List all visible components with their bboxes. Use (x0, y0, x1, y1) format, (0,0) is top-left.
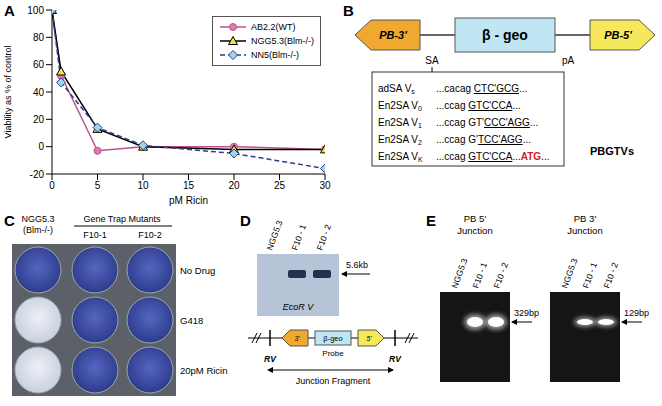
svg-text:...ccag G'TCC'AGG...: ...ccag G'TCC'AGG... (436, 134, 531, 145)
svg-text:Junction Fragment: Junction Fragment (296, 376, 371, 386)
svg-text:NGG5.3: NGG5.3 (21, 214, 54, 224)
svg-text:(Blm-/-): (Blm-/-) (23, 225, 53, 235)
svg-text:En2SA VK: En2SA VK (378, 151, 423, 163)
svg-text:Junction: Junction (567, 225, 602, 236)
svg-text:adSA Vs: adSA Vs (378, 83, 415, 95)
svg-text:E: E (426, 212, 436, 229)
svg-text:20: 20 (33, 114, 45, 125)
svg-text:PB-3': PB-3' (379, 29, 407, 41)
svg-text:pA: pA (562, 55, 575, 66)
svg-text:En2SA V2: En2SA V2 (378, 134, 422, 146)
svg-text:20pM Ricin: 20pM Ricin (180, 365, 228, 376)
svg-text:NGG5.3: NGG5.3 (559, 257, 579, 290)
svg-text:25: 25 (274, 180, 286, 191)
svg-text:F10 - 2: F10 - 2 (314, 223, 333, 252)
svg-text:PB-5': PB-5' (604, 29, 632, 41)
svg-text:NGG5.3: NGG5.3 (264, 219, 284, 252)
svg-text:C: C (4, 212, 15, 229)
svg-text:PBGTVs: PBGTVs (590, 145, 634, 157)
svg-text:F10 - 2: F10 - 2 (491, 261, 510, 290)
svg-text:D: D (240, 212, 251, 229)
svg-text:0: 0 (38, 141, 44, 152)
svg-text:Probe: Probe (322, 349, 344, 358)
svg-text:...ccag GTC'CCA...ATG...: ...ccag GTC'CCA...ATG... (436, 151, 549, 162)
svg-text:PB 5': PB 5' (464, 213, 487, 224)
svg-text:RV: RV (389, 354, 402, 364)
svg-text:F10-2: F10-2 (138, 230, 162, 240)
svg-text:60: 60 (33, 59, 45, 70)
svg-text:F10-1: F10-1 (83, 230, 107, 240)
svg-text:EcoR V: EcoR V (283, 302, 315, 312)
svg-text:129bp: 129bp (624, 308, 649, 318)
svg-text:-20: -20 (30, 169, 45, 180)
svg-text:80: 80 (33, 32, 45, 43)
svg-text:β-geo: β-geo (323, 334, 342, 343)
svg-text:...ccag GTC'CCA...: ...ccag GTC'CCA... (436, 100, 521, 111)
svg-text:pM Ricin: pM Ricin (169, 195, 208, 206)
svg-text:5': 5' (366, 335, 372, 342)
svg-text:F10 - 1: F10 - 1 (289, 223, 308, 252)
svg-text:20: 20 (228, 180, 240, 191)
svg-text:β - geo: β - geo (482, 27, 528, 43)
svg-text:5.6kb: 5.6kb (346, 260, 368, 270)
svg-text:F10 - 1: F10 - 1 (580, 261, 599, 290)
svg-text:0: 0 (49, 180, 55, 191)
html-text:NN5(Blm-/-): NN5(Blm-/-) (251, 50, 299, 60)
svg-text:G418: G418 (180, 315, 203, 326)
svg-text:B: B (343, 2, 354, 19)
svg-text:Gene Trap Mutants: Gene Trap Mutants (83, 214, 161, 224)
svg-text:En2SA V1: En2SA V1 (378, 117, 422, 129)
svg-text:329bp: 329bp (514, 308, 539, 318)
svg-text:RV: RV (264, 354, 277, 364)
html-text:NGG5.3(Blm-/-): NGG5.3(Blm-/-) (251, 36, 314, 46)
svg-text:A: A (4, 2, 15, 19)
svg-text:15: 15 (183, 180, 195, 191)
svg-text:NGG5.3: NGG5.3 (449, 257, 469, 290)
html-text:AB2.2(WT): AB2.2(WT) (251, 22, 296, 32)
svg-text:5: 5 (95, 180, 101, 191)
svg-text:...cacag CTC'GCG...: ...cacag CTC'GCG... (436, 83, 527, 94)
svg-text:3': 3' (294, 335, 300, 342)
svg-text:10: 10 (137, 180, 149, 191)
svg-text:Viability as % of control: Viability as % of control (3, 46, 13, 139)
svg-text:30: 30 (319, 180, 331, 191)
svg-text:SA: SA (425, 55, 439, 66)
svg-text:PB 3': PB 3' (574, 213, 597, 224)
svg-text:No Drug: No Drug (180, 265, 215, 276)
svg-text:En2SA V0: En2SA V0 (378, 100, 422, 112)
svg-text:...ccag GT'CCC'AGG...: ...ccag GT'CCC'AGG... (436, 117, 538, 128)
svg-text:Junction: Junction (457, 225, 492, 236)
svg-text:F10 - 1: F10 - 1 (470, 261, 489, 290)
svg-text:100: 100 (27, 5, 44, 16)
svg-text:F10 - 2: F10 - 2 (601, 261, 620, 290)
svg-text:40: 40 (33, 87, 45, 98)
